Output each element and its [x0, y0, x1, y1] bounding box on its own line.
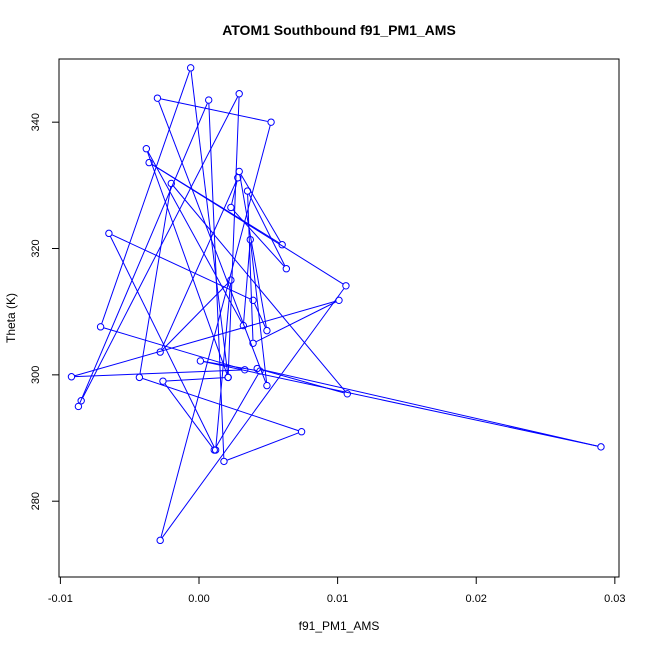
- data-point: [297, 428, 306, 436]
- data-point: [263, 381, 271, 390]
- chart-title: ATOM1 Southbound f91_PM1_AMS: [222, 22, 456, 38]
- plot-frame: [58, 58, 620, 578]
- series-line-segment: [147, 151, 243, 323]
- data-point: [205, 96, 213, 104]
- series-line-segment: [160, 98, 268, 122]
- data-point: [246, 235, 254, 244]
- series-line-segment: [239, 174, 267, 328]
- series-line-segment: [161, 288, 345, 538]
- data-point: [239, 321, 248, 330]
- series-line-segment: [248, 193, 286, 266]
- series-line-segment: [109, 236, 215, 448]
- data-point: [135, 373, 144, 382]
- x-tick-label: -0.01: [48, 593, 73, 605]
- series-line-segment: [74, 369, 242, 378]
- data-point: [249, 296, 257, 305]
- series-line-segment: [254, 303, 266, 328]
- data-point: [243, 187, 252, 195]
- series-line-segment: [103, 327, 242, 370]
- data-point: [96, 323, 105, 331]
- series-line-segment: [147, 151, 228, 375]
- y-tick-label: 280: [30, 492, 42, 510]
- series-line-segment: [215, 373, 259, 448]
- data-point: [267, 118, 275, 126]
- x-axis: -0.01 0.00 0.01 0.02 0.03: [48, 576, 626, 605]
- series-line-segment: [215, 283, 232, 447]
- series-line-segment: [162, 282, 229, 350]
- data-point: [241, 366, 249, 374]
- data-point: [235, 167, 243, 176]
- data-point: [249, 339, 257, 347]
- x-tick-label: 0.02: [466, 593, 487, 605]
- data-point: [342, 282, 350, 290]
- data-point: [227, 276, 235, 284]
- y-axis: 280 300 320 340: [30, 113, 60, 510]
- data-point: [186, 64, 195, 72]
- data-point: [77, 397, 85, 405]
- series-line-segment: [203, 361, 598, 447]
- data-point: [597, 443, 605, 451]
- data-point: [145, 158, 153, 167]
- data-point: [220, 457, 228, 466]
- y-tick-label: 340: [30, 113, 42, 131]
- series-line-segment: [79, 103, 208, 404]
- data-point: [142, 145, 151, 153]
- y-tick-label: 300: [30, 366, 42, 384]
- data-point: [153, 94, 162, 102]
- series-line-segment: [161, 180, 237, 350]
- series-line-segment: [227, 432, 299, 461]
- data-point: [105, 229, 113, 238]
- series-line-segment: [74, 300, 336, 377]
- series-line-segment: [82, 96, 239, 398]
- series-line-segment: [160, 125, 271, 538]
- data-point: [282, 265, 291, 273]
- y-tick-label: 320: [30, 239, 42, 257]
- series-line-segment: [232, 209, 285, 267]
- series-line-segment: [164, 383, 213, 448]
- y-axis-label: Theta (K): [4, 293, 18, 343]
- data-point: [227, 203, 235, 212]
- data-point: [335, 296, 343, 305]
- series-group: [67, 64, 605, 545]
- x-tick-label: 0.01: [327, 593, 348, 605]
- series-line-segment: [260, 368, 598, 447]
- series-line-segment: [227, 97, 240, 374]
- data-point: [156, 348, 164, 356]
- x-tick-label: 0.03: [604, 593, 625, 605]
- data-point: [67, 373, 76, 381]
- series-line-segment: [151, 164, 280, 244]
- series-line-segment: [243, 243, 251, 323]
- data-point: [159, 377, 167, 385]
- data-point: [167, 179, 175, 188]
- data-point: [256, 367, 264, 375]
- x-axis-label: f91_PM1_AMS: [299, 619, 380, 633]
- series-line-segment: [247, 194, 254, 340]
- series-line-segment: [139, 186, 172, 375]
- data-point: [343, 390, 352, 398]
- series-line-segment: [166, 377, 225, 382]
- series-line-segment: [142, 378, 299, 432]
- data-point: [235, 90, 243, 98]
- series-line-segment: [190, 71, 229, 374]
- x-tick-label: 0.00: [188, 593, 209, 605]
- data-point: [196, 357, 205, 365]
- data-point: [211, 446, 220, 454]
- data-point: [234, 174, 242, 182]
- series-line-segment: [240, 174, 281, 242]
- series-line-segment: [101, 70, 191, 324]
- data-point: [156, 536, 164, 545]
- data-point: [278, 241, 286, 249]
- data-point: [263, 326, 271, 335]
- series-line-segment: [255, 301, 337, 343]
- data-point: [74, 402, 83, 411]
- series-line-segment: [203, 361, 257, 371]
- data-point: [224, 373, 232, 382]
- series-line-segment: [111, 234, 251, 300]
